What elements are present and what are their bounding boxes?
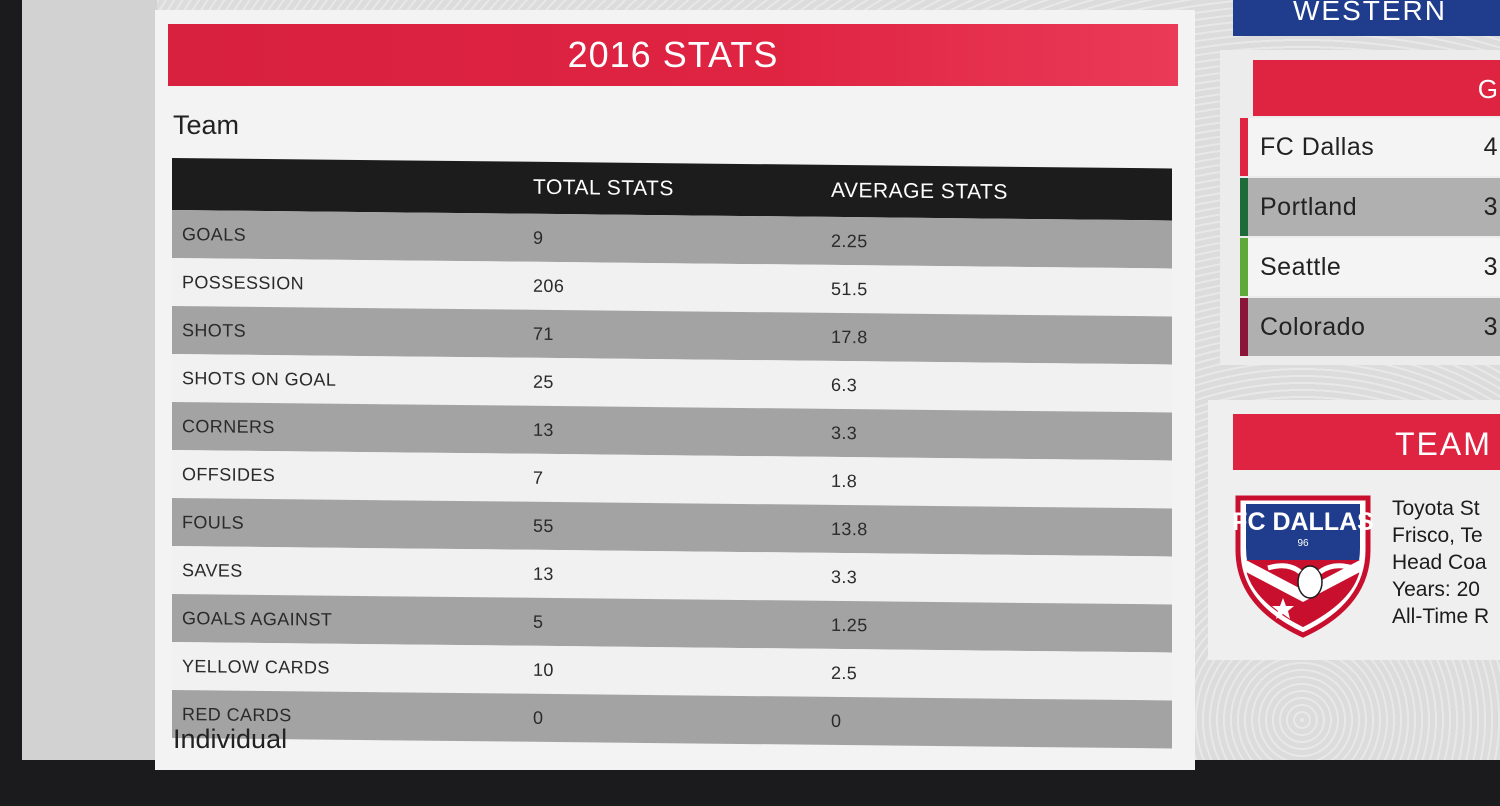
stat-total: 206 <box>523 261 821 313</box>
stat-label: POSSESSION <box>172 258 523 310</box>
stat-total: 13 <box>523 549 821 601</box>
stat-average: 1.8 <box>821 456 1172 509</box>
stat-average: 2.25 <box>821 216 1172 269</box>
stat-total: 7 <box>523 453 821 505</box>
stat-label: SAVES <box>172 546 523 598</box>
stats-panel: 2016 STATS Team TOTAL STATS AVERAGE STAT… <box>155 10 1195 770</box>
stat-total: 71 <box>523 309 821 361</box>
stats-title: 2016 STATS <box>168 24 1178 86</box>
stat-label: YELLOW CARDS <box>172 642 523 694</box>
stat-average: 2.5 <box>821 648 1172 701</box>
fc-dallas-crest-icon: FC DALLAS 96 <box>1232 495 1374 638</box>
stat-total: 25 <box>523 357 821 409</box>
crest-number: 96 <box>1297 538 1309 549</box>
table-row: RED CARDS 0 0 <box>172 690 1172 749</box>
stat-label: CORNERS <box>172 402 523 454</box>
team-info-line: Frisco, Te <box>1392 524 1483 547</box>
stat-total: 55 <box>523 501 821 553</box>
stat-average: 6.3 <box>821 360 1172 413</box>
column-header-total: TOTAL STATS <box>523 161 821 217</box>
standing-row[interactable]: Portland 3 <box>1240 178 1500 236</box>
stat-average: 3.3 <box>821 552 1172 605</box>
standing-row[interactable]: FC Dallas 4 <box>1240 118 1500 176</box>
stat-total: 0 <box>523 693 821 745</box>
team-card-title: TEAM <box>1233 414 1500 470</box>
stat-label: GOALS <box>172 210 523 262</box>
standings-title: G <box>1253 60 1500 116</box>
stat-average: 17.8 <box>821 312 1172 365</box>
team-card-title-text: TEAM <box>1395 426 1492 462</box>
stat-average: 0 <box>821 696 1172 749</box>
stat-total: 9 <box>523 213 821 265</box>
standing-points: 3 <box>1483 252 1498 281</box>
stat-average: 3.3 <box>821 408 1172 461</box>
standing-row[interactable]: Colorado 3 <box>1240 298 1500 356</box>
standing-points: 4 <box>1483 132 1498 161</box>
column-header <box>172 158 523 214</box>
standing-team-name: Seattle <box>1260 252 1342 281</box>
standing-points: 3 <box>1483 312 1498 341</box>
standings-title-text: G <box>1477 74 1498 104</box>
crest-text: FC DALLAS <box>1232 508 1374 536</box>
stat-total: 13 <box>523 405 821 457</box>
standing-row[interactable]: Seattle 3 <box>1240 238 1500 296</box>
team-stats-table: TOTAL STATS AVERAGE STATS GOALS 9 2.25 POSS… <box>172 158 1172 749</box>
team-info-line: Years: 20 <box>1392 578 1480 601</box>
team-info-line: Head Coa <box>1392 551 1487 574</box>
stat-label: SHOTS ON GOAL <box>172 354 523 406</box>
standing-team-name: FC Dallas <box>1260 132 1375 161</box>
individual-section-label: Individual <box>173 724 288 754</box>
standing-team-name: Colorado <box>1260 312 1366 341</box>
team-color-bar <box>1240 298 1248 356</box>
stat-total: 10 <box>523 645 821 697</box>
team-info: Toyota St Frisco, Te Head Coa Years: 20 … <box>1392 495 1500 630</box>
team-section-label: Team <box>173 110 240 140</box>
team-info-line: Toyota St <box>1392 497 1480 520</box>
stat-label: FOULS <box>172 498 523 550</box>
stat-average: 1.25 <box>821 600 1172 653</box>
standing-team-name: Portland <box>1260 192 1358 221</box>
stat-label: GOALS AGAINST <box>172 594 523 646</box>
team-color-bar <box>1240 238 1248 296</box>
team-color-bar <box>1240 178 1248 236</box>
page-margin <box>22 0 157 760</box>
conference-header: WESTERN <box>1233 0 1500 36</box>
stat-average: 51.5 <box>821 264 1172 317</box>
stat-label: OFFSIDES <box>172 450 523 502</box>
stat-total: 5 <box>523 597 821 649</box>
stat-label: SHOTS <box>172 306 523 358</box>
column-header-average: AVERAGE STATS <box>821 164 1172 221</box>
stat-average: 13.8 <box>821 504 1172 557</box>
standing-points: 3 <box>1483 192 1498 221</box>
team-info-line: All-Time R <box>1392 605 1490 628</box>
team-color-bar <box>1240 118 1248 176</box>
